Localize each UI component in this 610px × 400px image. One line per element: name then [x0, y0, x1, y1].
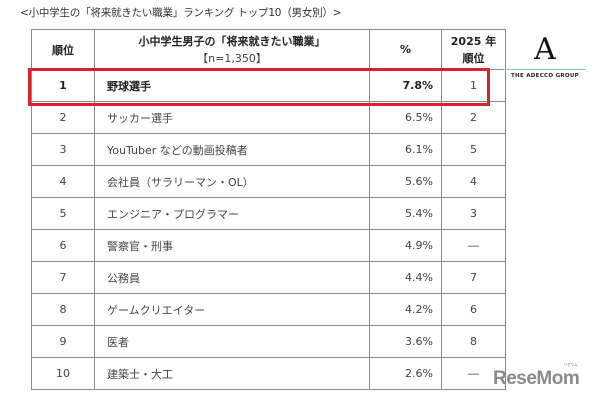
cell-prev-rank: ― [441, 357, 506, 390]
table-row: 8 ゲームクリエイター 4.2% 6 [31, 293, 506, 326]
cell-percent: 6.1% [369, 133, 442, 166]
cell-job: YouTuber などの動画投稿者 [94, 133, 370, 166]
cell-rank: 10 [31, 357, 95, 390]
cell-percent: 4.4% [369, 261, 442, 294]
cell-prev-rank: ― [441, 229, 506, 262]
cell-percent: 4.9% [369, 229, 442, 262]
cell-prev-rank: 1 [441, 69, 506, 102]
cell-job: エンジニア・プログラマー [94, 197, 370, 230]
adecco-a-icon: A [534, 32, 556, 67]
cell-prev-rank: 4 [441, 165, 506, 198]
cell-rank: 1 [31, 69, 95, 102]
resemom-logo-text: ReseMom [493, 368, 580, 389]
cell-job: 野球選手 [94, 69, 370, 102]
cell-rank: 3 [31, 133, 95, 166]
cell-percent: 5.4% [369, 197, 442, 230]
header-percent: % [369, 29, 442, 70]
cell-job: 医者 [94, 325, 370, 358]
header-prev-year: 2025 年 [450, 34, 497, 48]
adecco-logo-rule [504, 69, 586, 70]
header-job-sample-size: 【n=1,350】 [197, 51, 267, 65]
cell-percent: 7.8% [369, 69, 442, 102]
cell-prev-rank: 8 [441, 325, 506, 358]
cell-prev-rank: 5 [441, 133, 506, 166]
cell-rank: 7 [31, 261, 95, 294]
resemom-logo-kana: リセマム [563, 362, 578, 367]
header-job: 小中学生男子の「将来就きたい職業」 【n=1,350】 [94, 29, 370, 70]
cell-rank: 6 [31, 229, 95, 262]
header-job-title: 小中学生男子の「将来就きたい職業」 [138, 34, 326, 48]
ranking-table: 順位 小中学生男子の「将来就きたい職業」 【n=1,350】 % 2025 年 … [31, 29, 506, 390]
adecco-logo-text: THE ADECCO GROUP [511, 73, 579, 79]
header-prev-label: 順位 [462, 51, 485, 65]
cell-job: 建築士・大工 [94, 357, 370, 390]
cell-prev-rank: 6 [441, 293, 506, 326]
header-rank: 順位 [31, 29, 95, 70]
cell-percent: 5.6% [369, 165, 442, 198]
cell-job: 公務員 [94, 261, 370, 294]
cell-prev-rank: 2 [441, 101, 506, 134]
cell-rank: 9 [31, 325, 95, 358]
cell-job: ゲームクリエイター [94, 293, 370, 326]
table-row: 7 公務員 4.4% 7 [31, 261, 506, 294]
table-row: 5 エンジニア・プログラマー 5.4% 3 [31, 197, 506, 230]
cell-percent: 4.2% [369, 293, 442, 326]
table-row: 3 YouTuber などの動画投稿者 6.1% 5 [31, 133, 506, 166]
cell-job: 警察官・刑事 [94, 229, 370, 262]
table-row: 4 会社員（サラリーマン・OL） 5.6% 4 [31, 165, 506, 198]
cell-percent: 3.6% [369, 325, 442, 358]
table-row: 10 建築士・大工 2.6% ― [31, 357, 506, 390]
table-row: 1 野球選手 7.8% 1 [31, 69, 506, 102]
cell-rank: 8 [31, 293, 95, 326]
adecco-logo: A THE ADECCO GROUP [500, 35, 590, 79]
table-caption: <小中学生の「将来就きたい職業」ランキング トップ10（男女別）> [20, 7, 342, 19]
cell-rank: 5 [31, 197, 95, 230]
table-row: 6 警察官・刑事 4.9% ― [31, 229, 506, 262]
cell-rank: 2 [31, 101, 95, 134]
cell-rank: 4 [31, 165, 95, 198]
table-header-row: 順位 小中学生男子の「将来就きたい職業」 【n=1,350】 % 2025 年 … [31, 29, 506, 70]
resemom-logo: ReseMom リセマム [493, 362, 580, 390]
cell-job: 会社員（サラリーマン・OL） [94, 165, 370, 198]
table-row: 9 医者 3.6% 8 [31, 325, 506, 358]
cell-percent: 2.6% [369, 357, 442, 390]
header-prev-rank: 2025 年 順位 [441, 29, 506, 70]
cell-prev-rank: 7 [441, 261, 506, 294]
cell-prev-rank: 3 [441, 197, 506, 230]
cell-percent: 6.5% [369, 101, 442, 134]
table-row: 2 サッカー選手 6.5% 2 [31, 101, 506, 134]
cell-job: サッカー選手 [94, 101, 370, 134]
